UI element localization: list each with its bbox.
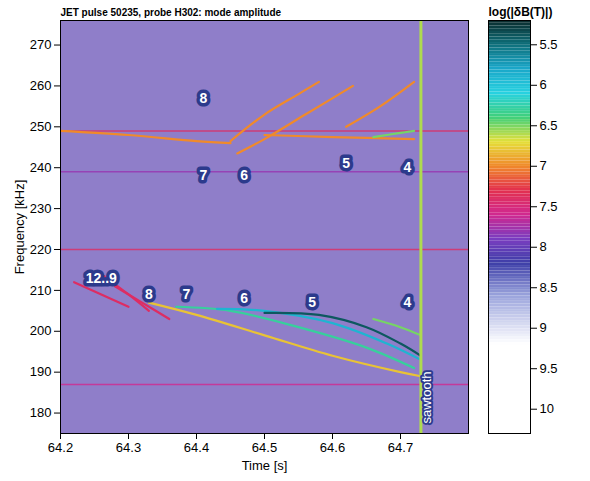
svg-text:9: 9 (540, 320, 547, 335)
svg-text:4: 4 (403, 159, 411, 175)
svg-text:8: 8 (145, 286, 153, 302)
svg-text:64.3: 64.3 (116, 440, 141, 455)
svg-text:64.6: 64.6 (320, 440, 345, 455)
svg-text:64.2: 64.2 (48, 440, 73, 455)
svg-text:6: 6 (240, 167, 248, 183)
svg-text:64.4: 64.4 (184, 440, 209, 455)
svg-text:6: 6 (540, 77, 547, 92)
svg-text:270: 270 (30, 37, 52, 52)
svg-text:12..9: 12..9 (86, 270, 117, 286)
svg-text:sawtooth: sawtooth (419, 371, 434, 423)
svg-text:7.5: 7.5 (540, 199, 558, 214)
svg-text:JET pulse 50235, probe H302: m: JET pulse 50235, probe H302: mode amplit… (61, 7, 282, 18)
svg-text:190: 190 (30, 364, 52, 379)
svg-text:180: 180 (30, 405, 52, 420)
svg-text:210: 210 (30, 283, 52, 298)
svg-text:260: 260 (30, 78, 52, 93)
svg-text:log(|δB(T)|): log(|δB(T)|) (489, 5, 553, 19)
svg-text:240: 240 (30, 160, 52, 175)
svg-text:5: 5 (308, 294, 316, 310)
svg-text:250: 250 (30, 119, 52, 134)
svg-text:220: 220 (30, 242, 52, 257)
svg-text:5: 5 (342, 155, 350, 171)
svg-text:9.5: 9.5 (540, 361, 558, 376)
svg-text:4: 4 (403, 294, 411, 310)
svg-text:6: 6 (240, 290, 248, 306)
svg-text:7: 7 (540, 158, 547, 173)
svg-text:Frequency [kHz]: Frequency [kHz] (12, 180, 27, 275)
svg-text:6.5: 6.5 (540, 118, 558, 133)
svg-text:200: 200 (30, 323, 52, 338)
svg-text:7: 7 (199, 167, 207, 183)
svg-text:8: 8 (199, 90, 207, 106)
svg-text:10: 10 (540, 401, 554, 416)
svg-text:7: 7 (182, 286, 190, 302)
svg-text:8: 8 (540, 239, 547, 254)
svg-text:Time [s]: Time [s] (242, 458, 288, 473)
svg-text:5.5: 5.5 (540, 37, 558, 52)
svg-text:64.7: 64.7 (388, 440, 413, 455)
svg-text:64.5: 64.5 (252, 440, 277, 455)
svg-text:230: 230 (30, 201, 52, 216)
svg-text:8.5: 8.5 (540, 280, 558, 295)
